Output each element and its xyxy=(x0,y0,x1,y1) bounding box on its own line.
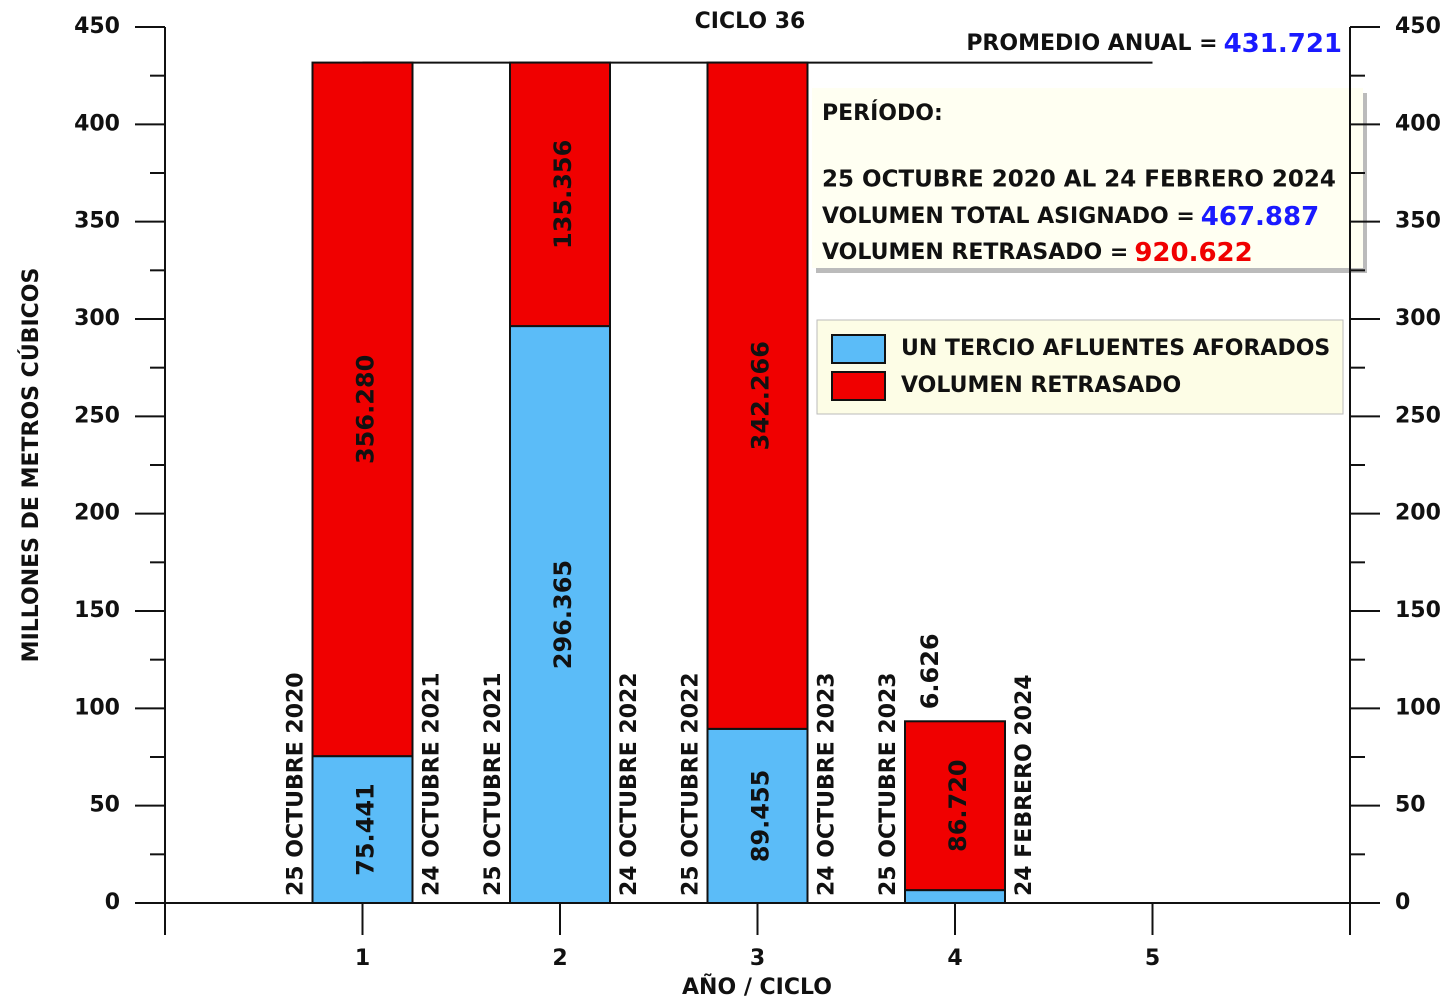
y2-tick-label: 200 xyxy=(1395,501,1441,526)
value-label: 75.441 xyxy=(352,783,380,876)
bar-segment xyxy=(509,61,611,328)
period-label: 24 OCTUBRE 2021 xyxy=(420,672,445,896)
y-tick-label: 50 xyxy=(89,793,120,818)
legend-box xyxy=(816,319,1344,415)
info-delayed-value: 920.622 xyxy=(1134,238,1252,268)
average-value: 431.721 xyxy=(1224,29,1342,59)
info-total-text: VOLUMEN TOTAL ASIGNADO = xyxy=(822,204,1195,229)
y2-tick-label: 100 xyxy=(1395,695,1441,720)
info-box xyxy=(812,88,1363,268)
y-tick-label: 200 xyxy=(74,501,120,526)
x-tick-label: 5 xyxy=(1145,946,1160,971)
info-period: 25 OCTUBRE 2020 AL 24 FEBRERO 2024 xyxy=(822,167,1336,193)
info-heading: PERÍODO: xyxy=(822,100,943,126)
value-label: 89.455 xyxy=(747,770,775,863)
x-tick-label: 3 xyxy=(750,946,765,971)
bar-segment xyxy=(706,61,809,730)
bar-segment xyxy=(509,325,611,905)
legend-swatch xyxy=(831,371,886,401)
info-delayed-text: VOLUMEN RETRASADO = xyxy=(822,240,1128,265)
value-label: 356.280 xyxy=(352,355,380,464)
legend-label: VOLUMEN RETRASADO xyxy=(901,373,1181,398)
y2-tick-label: 450 xyxy=(1395,14,1441,39)
period-label: 25 OCTUBRE 2021 xyxy=(481,672,506,896)
info-total-value: 467.887 xyxy=(1201,202,1319,232)
y-tick-label: 300 xyxy=(74,306,120,331)
period-label: 24 OCTUBRE 2023 xyxy=(815,672,840,896)
average-text: PROMEDIO ANUAL = xyxy=(966,31,1217,56)
value-label: 342.266 xyxy=(747,341,775,450)
y2-tick-label: 400 xyxy=(1395,111,1441,136)
y-axis-label: MILLONES DE METROS CÚBICOS xyxy=(18,268,44,663)
bar-segment xyxy=(311,755,414,905)
bar-segment xyxy=(904,889,1006,904)
y-tick-label: 350 xyxy=(74,209,120,234)
period-label: 24 OCTUBRE 2022 xyxy=(617,672,642,896)
x-tick-label: 2 xyxy=(552,946,567,971)
y2-tick-label: 350 xyxy=(1395,209,1441,234)
bar-segment xyxy=(311,61,414,758)
period-label: 25 OCTUBRE 2023 xyxy=(876,672,901,896)
value-label: 296.365 xyxy=(549,560,577,669)
y-tick-label: 250 xyxy=(74,403,120,428)
y-tick-label: 400 xyxy=(74,111,120,136)
y2-tick-label: 300 xyxy=(1395,306,1441,331)
period-label: 25 OCTUBRE 2020 xyxy=(284,672,309,896)
info-delayed: VOLUMEN RETRASADO = 920.622 xyxy=(822,238,1253,268)
chart-title: CICLO 36 xyxy=(695,9,806,34)
info-total: VOLUMEN TOTAL ASIGNADO = 467.887 xyxy=(822,202,1319,232)
bar-segment xyxy=(706,727,809,905)
period-label: 25 OCTUBRE 2022 xyxy=(679,672,704,896)
average-label: PROMEDIO ANUAL = 431.721 xyxy=(966,29,1342,59)
y2-tick-label: 0 xyxy=(1395,890,1410,915)
period-label: 24 FEBRERO 2024 xyxy=(1012,674,1037,896)
value-label: 6.626 xyxy=(916,633,944,709)
value-label: 86.720 xyxy=(944,759,972,852)
bar-segment xyxy=(904,720,1006,892)
y2-tick-label: 250 xyxy=(1395,403,1441,428)
y-tick-label: 0 xyxy=(105,890,120,915)
y2-tick-label: 50 xyxy=(1395,793,1426,818)
value-label: 135.356 xyxy=(549,140,577,249)
x-axis-label: AÑO / CICLO xyxy=(682,974,832,1000)
x-tick-label: 4 xyxy=(947,946,962,971)
y-tick-label: 100 xyxy=(74,695,120,720)
legend-swatch xyxy=(831,334,886,364)
y2-tick-label: 150 xyxy=(1395,598,1441,623)
x-tick-label: 1 xyxy=(355,946,370,971)
y-tick-label: 150 xyxy=(74,598,120,623)
legend-label: UN TERCIO AFLUENTES AFORADOS xyxy=(901,336,1330,361)
y-tick-label: 450 xyxy=(74,14,120,39)
